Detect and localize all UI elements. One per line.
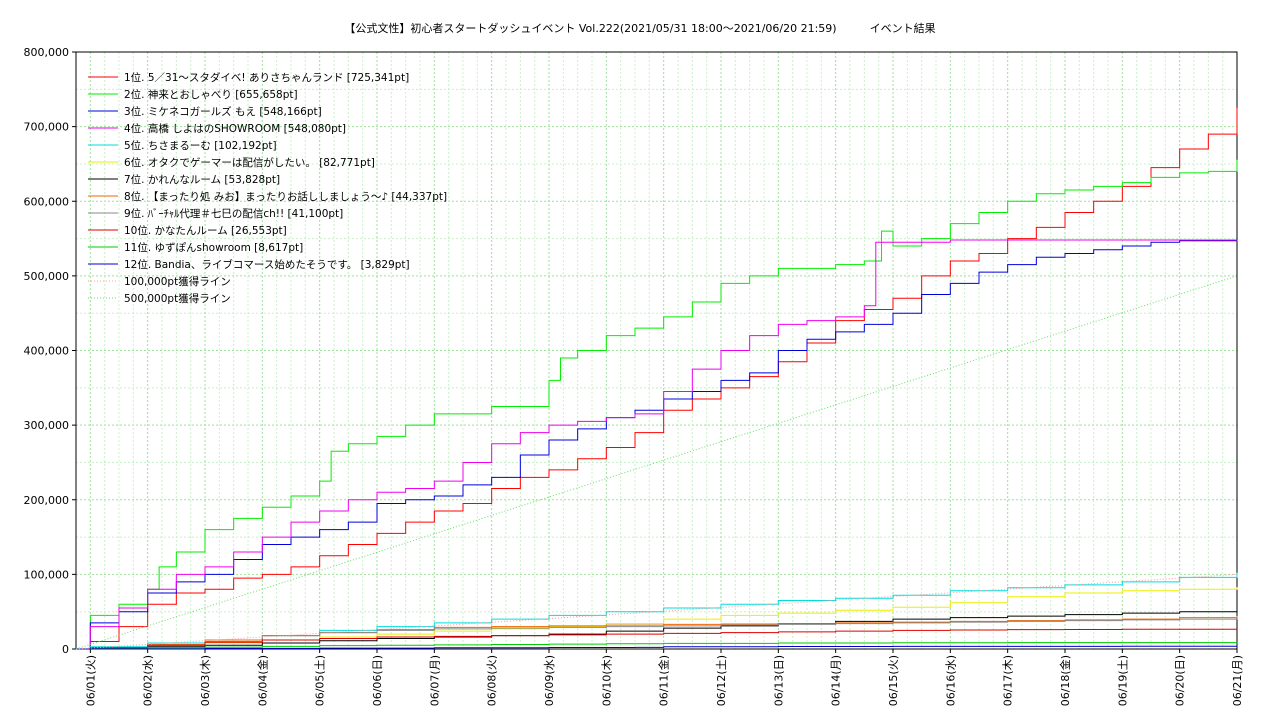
legend-entry: 9位. ﾊﾞｰﾁｬﾙ代理＃七巳の配信ch!! [41,100pt] <box>124 207 343 220</box>
series-line-1 <box>76 107 1238 650</box>
y-tick-label: 500,000 <box>24 270 70 283</box>
y-tick-label: 800,000 <box>24 46 70 59</box>
x-tick-label: 06/10(木) <box>600 655 613 706</box>
x-tick-label: 06/07(月) <box>428 655 441 706</box>
x-tick-label: 06/04(金) <box>255 655 269 706</box>
legend-entry: 6位. オタクでゲーマーは配信がしたい。 [82,771pt] <box>124 156 375 169</box>
x-tick-label: 06/20(日) <box>1174 655 1187 706</box>
x-tick-label: 06/06(日) <box>371 655 384 706</box>
y-tick-label: 400,000 <box>24 345 70 358</box>
x-tick-label: 06/19(土) <box>1116 655 1129 706</box>
legend-entry: 500,000pt獲得ライン <box>124 292 231 305</box>
x-tick-label: 06/08(火) <box>486 655 499 706</box>
legend-entry: 5位. ちさまるーむ [102,192pt] <box>124 139 277 152</box>
x-tick-label: 06/17(木) <box>1002 655 1015 706</box>
series-line-14 <box>75 275 1238 650</box>
x-tick-label: 06/11(金) <box>657 655 671 706</box>
x-tick-label: 06/15(火) <box>887 655 900 706</box>
legend-entry: 100,000pt獲得ライン <box>124 275 231 288</box>
y-tick-label: 100,000 <box>24 568 70 581</box>
series-line-11 <box>76 642 1238 650</box>
legend-entry: 10位. かなたんルーム [26,553pt] <box>124 224 287 237</box>
x-axis: 06/01(火) 06/02(水) 06/03(木) 06/04(金) 06/05(土)… <box>84 649 1244 706</box>
x-tick-label: 06/03(木) <box>199 655 212 706</box>
y-tick-label: 600,000 <box>24 195 70 208</box>
series-line-4 <box>76 239 1238 650</box>
x-tick-label: 06/14(月) <box>830 655 843 706</box>
legend-entry: 3位. ミケネコガールズ もえ [548,166pt] <box>124 105 322 118</box>
legend-entry: 2位. 神来とおしゃべり [655,658pt] <box>124 88 298 101</box>
x-tick-label: 06/01(火) <box>84 655 97 706</box>
x-tick-label: 06/02(水) <box>142 655 155 706</box>
series-line-13 <box>75 573 1238 650</box>
x-tick-label: 06/05(土) <box>314 655 327 706</box>
x-tick-label: 06/18(金) <box>1058 655 1072 706</box>
legend: 1位. 5／31〜スタダイベ! ありさちゃんランド [725,341pt] 2位.… <box>88 71 447 305</box>
legend-entry: 12位. Bandia、ライブコマース始めたそうです。 [3,829pt] <box>124 258 410 271</box>
y-tick-label: 300,000 <box>24 419 70 432</box>
x-tick-label: 06/12(土) <box>715 655 728 706</box>
chart-title: 【公式文性】初心者スタートダッシュイベント Vol.222(2021/05/31… <box>344 22 936 35</box>
x-tick-label: 06/21(月) <box>1231 655 1244 706</box>
series-line-10 <box>76 628 1238 650</box>
legend-entry: 11位. ゆずぽんshowroom [8,617pt] <box>124 241 303 254</box>
x-tick-label: 06/13(日) <box>772 655 785 706</box>
y-tick-label: 700,000 <box>24 121 70 134</box>
legend-entry: 7位. かれんなルーム [53,828pt] <box>124 173 280 186</box>
y-tick-label: 200,000 <box>24 494 70 507</box>
legend-entry: 4位. 高橋 しよはのSHOWROOM [548,080pt] <box>124 122 346 135</box>
y-tick-label: 0 <box>62 643 69 656</box>
x-tick-label: 06/09(水) <box>543 655 556 706</box>
series-line-7 <box>76 608 1238 650</box>
series-line-2 <box>76 159 1238 650</box>
x-tick-label: 06/16(水) <box>944 655 957 706</box>
legend-entry: 1位. 5／31〜スタダイベ! ありさちゃんランド [725,341pt] <box>124 71 409 84</box>
series-lines <box>75 107 1238 650</box>
legend-entry: 8位. 【まったり処 みお】まったりお話ししましょう〜♪ [44,337pt] <box>124 190 447 203</box>
series-line-3 <box>76 239 1238 650</box>
series-line-12 <box>76 645 1238 650</box>
y-axis: 0 100,000 200,000 300,000 400,000 500,000 600,… <box>24 46 76 656</box>
